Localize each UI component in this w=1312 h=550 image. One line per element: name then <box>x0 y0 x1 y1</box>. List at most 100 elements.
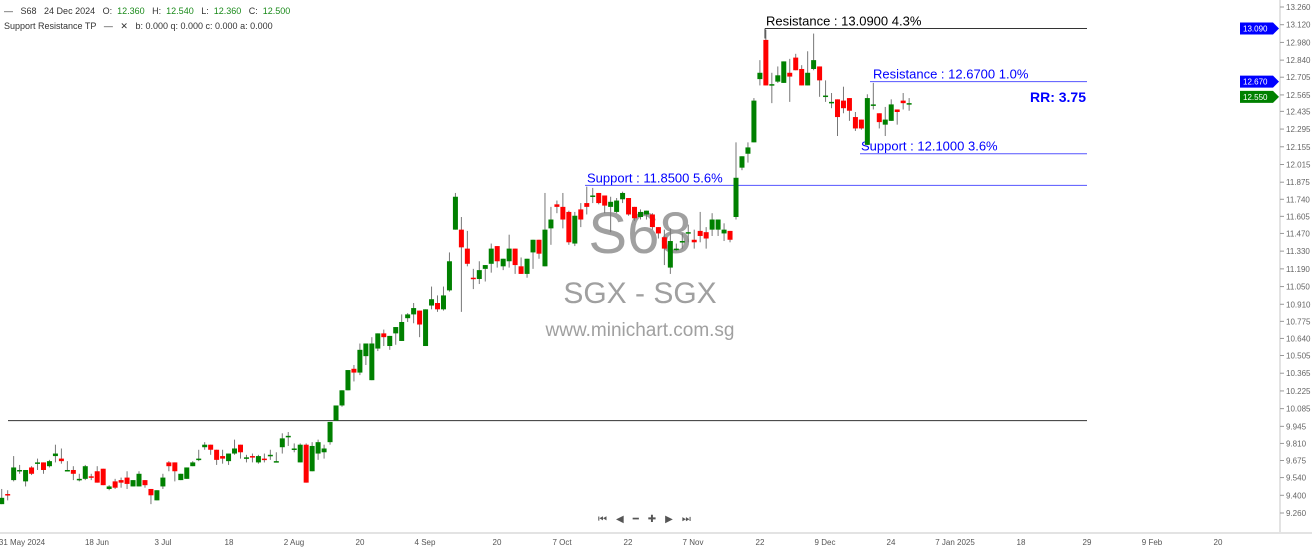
candle <box>846 98 852 121</box>
x-tick-label: 29 <box>1083 538 1092 547</box>
candle-body <box>506 248 512 262</box>
candle <box>267 449 273 460</box>
candle <box>697 211 703 243</box>
close-icon[interactable]: ✕ <box>120 21 128 31</box>
candle-body <box>118 480 124 483</box>
candle-body <box>190 462 196 467</box>
y-tick-label: 10.640 <box>1286 334 1311 343</box>
candle <box>202 442 208 450</box>
zoom-in-icon[interactable]: ✚ <box>647 514 657 525</box>
candle <box>58 448 64 464</box>
candle <box>900 93 906 110</box>
candle <box>285 432 291 446</box>
candle-body <box>160 477 166 487</box>
candle-body <box>303 444 309 483</box>
candle <box>452 192 458 230</box>
y-tick-label: 13.260 <box>1286 3 1311 12</box>
candle <box>440 286 446 311</box>
candle-body <box>321 448 327 453</box>
candle <box>429 286 435 310</box>
candle <box>327 421 333 445</box>
price-axis[interactable]: 13.260 13.120 12.980 12.840 12.705 12.565 12.4… <box>1280 3 1311 518</box>
candle <box>70 466 76 481</box>
candle <box>476 261 482 285</box>
series-line-icon: — <box>4 6 13 16</box>
candle <box>154 490 160 501</box>
candle <box>608 196 614 233</box>
candle <box>243 454 249 463</box>
candle <box>745 142 751 163</box>
candle-body <box>46 461 52 467</box>
close-label: C: <box>248 6 258 16</box>
candle <box>811 33 817 71</box>
candle <box>249 453 255 463</box>
time-axis[interactable]: 31 May 2024 18 Jun 3 Jul 18 2 Aug 20 4 Sep 20 7 … <box>0 538 1223 547</box>
candle <box>160 473 166 489</box>
candle-body <box>608 201 614 207</box>
candle-body <box>29 467 35 474</box>
candle-body <box>345 370 351 391</box>
y-tick-label: 9.400 <box>1286 491 1307 500</box>
candle <box>261 453 267 463</box>
next-icon[interactable]: ▶ <box>665 514 673 525</box>
rr-label: RR: 3.75 <box>1030 89 1086 105</box>
x-tick-label: 7 Oct <box>552 538 572 547</box>
candle <box>423 309 429 347</box>
ohlc-header: — S68 24 Dec 2024 O: 12.360 H: 12.540 L: 12… <box>4 6 295 16</box>
candle-body <box>823 95 829 98</box>
prev-icon[interactable]: ◀ <box>616 514 624 525</box>
candle <box>614 198 620 214</box>
x-tick-label: 7 Jan 2025 <box>935 538 975 547</box>
y-tick-label: 11.605 <box>1286 212 1310 221</box>
candle <box>100 468 106 486</box>
candle-body <box>536 239 542 254</box>
candle <box>691 229 697 249</box>
candle-body <box>852 117 858 129</box>
candle <box>715 219 721 236</box>
candle-body <box>214 449 220 460</box>
candle <box>817 66 823 97</box>
candle <box>661 229 667 266</box>
candle-body <box>488 248 494 264</box>
y-tick-label: 12.435 <box>1286 107 1311 116</box>
y-tick-label: 9.810 <box>1286 439 1307 448</box>
candle <box>381 329 387 347</box>
candle-body <box>840 100 846 109</box>
candle <box>482 265 488 282</box>
open-label: O: <box>102 6 113 16</box>
indicator-name[interactable]: Support Resistance TP <box>4 21 97 31</box>
candle-body <box>643 210 649 215</box>
candle <box>184 467 190 479</box>
candle-body <box>548 219 554 229</box>
candle-body <box>387 335 393 347</box>
last-icon[interactable]: ⏭ <box>681 514 691 525</box>
y-tick-label: 10.365 <box>1286 369 1311 378</box>
candles <box>0 29 912 505</box>
candle-body <box>829 101 835 104</box>
candle-body <box>876 113 882 123</box>
candle-body <box>429 299 435 306</box>
candle-body <box>673 248 679 251</box>
candle-body <box>369 343 375 381</box>
candle <box>458 216 464 312</box>
candle <box>769 72 775 104</box>
candle-body <box>775 75 781 82</box>
x-tick-label: 22 <box>624 538 633 547</box>
candle-body <box>351 368 357 373</box>
close-value: 12.500 <box>262 6 291 16</box>
candle-body <box>733 177 739 217</box>
candle <box>196 449 202 462</box>
candle-body <box>476 270 482 279</box>
candle <box>417 310 423 338</box>
chart-navigation: ⏮ ◀ ━ ✚ ▶ ⏭ <box>598 514 691 525</box>
candle-body <box>858 119 864 129</box>
candle-body <box>554 204 560 207</box>
candle <box>375 333 381 352</box>
candle <box>829 93 835 109</box>
candle <box>309 442 315 472</box>
first-icon[interactable]: ⏮ <box>598 514 607 525</box>
candle-body <box>154 490 160 501</box>
zoom-out-icon[interactable]: ━ <box>632 514 639 525</box>
candle <box>208 444 214 455</box>
